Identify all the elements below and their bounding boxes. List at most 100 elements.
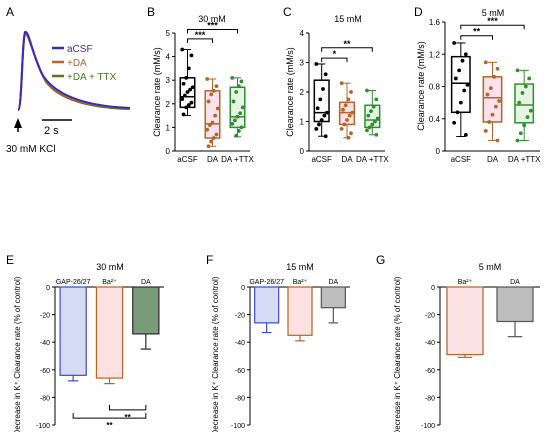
data-point: [453, 76, 458, 81]
data-point: [525, 115, 530, 120]
data-point: [206, 144, 211, 149]
data-point: [347, 113, 352, 118]
significance-label: **: [473, 27, 481, 37]
y-axis-label: Clearance rate (mM/s): [285, 47, 295, 137]
data-point: [517, 100, 522, 105]
y-tick-label: 0.4: [429, 115, 441, 124]
chart-title: 15 mM: [334, 14, 362, 24]
x-tick-label: GAP-26/27: [56, 279, 91, 286]
significance-bracket: [321, 47, 373, 52]
data-point: [238, 111, 243, 116]
data-point: [495, 138, 500, 143]
bar-1: [496, 286, 534, 323]
data-point: [314, 126, 319, 131]
y-tick-label: -20: [40, 313, 50, 320]
data-point: [495, 66, 500, 71]
y-tick-label: 0: [46, 285, 50, 292]
data-point: [458, 100, 463, 105]
x-tick-label: DA: [487, 155, 499, 164]
data-point: [236, 84, 241, 88]
panel-letter-a: A: [6, 5, 14, 19]
y-tick-label: -80: [425, 395, 435, 402]
x-tick-label: DA: [141, 279, 151, 286]
chart-b-clearance-30mm: 30 mM Clearance rate (mM/s) 0 1 2 3 4 5 aCSF DA DA…: [152, 14, 254, 164]
data-point: [323, 72, 328, 77]
bar-2: [320, 286, 346, 309]
data-point: [339, 126, 344, 131]
data-point: [235, 114, 240, 119]
data-point: [207, 123, 212, 127]
significance-bracket: [72, 413, 147, 419]
legend-label-acsf: aCSF: [67, 44, 93, 55]
x-tick-label: DA: [341, 155, 353, 164]
y-tick-label: 0: [166, 147, 171, 156]
data-point: [463, 52, 468, 57]
significance-bracket: [109, 404, 147, 411]
y-axis-label: Decrease in K⁺ Clearance rate (% of cont…: [393, 276, 402, 432]
chart-c-clearance-15mm: 15 mM Clearance rate (mM/s) 0 1 2 3 4 aCSF DA DA …: [285, 14, 389, 164]
scale-bar-label: 2 s: [44, 125, 59, 137]
chart-d-clearance-5mm: 5 mM Clearance rate (mM/s) 0 0.4 0.8 1.2 1.6 aC…: [416, 8, 541, 164]
data-point: [350, 110, 355, 115]
x-tick-label: Ba²⁺: [293, 279, 308, 286]
data-point: [210, 120, 215, 125]
significance-label: **: [125, 413, 132, 422]
panel-letter-b: B: [147, 5, 155, 19]
data-point: [188, 87, 193, 92]
data-point: [230, 121, 235, 126]
data-point: [213, 113, 218, 118]
chart-title: 5 mM: [482, 8, 505, 18]
data-point: [522, 123, 527, 128]
data-point: [492, 74, 497, 79]
y-tick-label: 1.2: [429, 50, 441, 59]
y-tick-label: -40: [235, 340, 245, 347]
y-axis-label: Decrease in K⁺ Clearance rate (% of cont…: [211, 276, 220, 432]
y-tick-label: -20: [425, 313, 435, 320]
panel-letter-f: F: [206, 253, 213, 267]
data-point: [346, 97, 351, 102]
significance-bracket: [321, 57, 348, 63]
data-point: [314, 62, 319, 66]
data-point: [189, 100, 194, 105]
y-tick-label: -80: [235, 395, 245, 402]
data-point: [236, 129, 241, 133]
data-point: [318, 97, 323, 102]
data-point: [462, 88, 467, 93]
data-point: [209, 139, 214, 144]
bar-1: [287, 286, 313, 336]
data-point: [463, 132, 468, 137]
data-point: [319, 118, 324, 122]
data-point: [520, 91, 525, 95]
data-point: [190, 85, 195, 90]
chart-e-decrease-30mm: 30 mM Decrease in K⁺ Clearance rate (% of…: [13, 262, 164, 432]
data-point: [343, 103, 348, 108]
data-point: [487, 120, 492, 124]
panel-letter-d: D: [414, 5, 423, 19]
data-point: [374, 97, 379, 102]
significance-label: **: [106, 421, 113, 430]
y-tick-label: 0: [300, 147, 305, 156]
panel-letter-e: E: [6, 253, 14, 267]
x-tick-label: DA +TTX: [508, 155, 541, 164]
y-tick-label: 1: [166, 123, 171, 132]
data-point: [181, 81, 186, 86]
data-point: [239, 125, 244, 130]
data-point: [523, 84, 528, 89]
y-tick-label: -60: [40, 368, 50, 375]
significance-label: ***: [487, 16, 498, 26]
data-point: [370, 122, 375, 127]
panel-a-stimulus: 30 mM KCl: [6, 118, 55, 155]
y-axis-label: Clearance rate (mM/s): [416, 41, 426, 131]
data-point: [205, 77, 210, 81]
box-2: [514, 83, 535, 124]
data-point: [231, 99, 236, 104]
data-point: [365, 88, 369, 93]
data-point: [374, 132, 379, 137]
y-tick-label: -100: [421, 423, 435, 430]
bar-0: [254, 286, 280, 324]
y-tick-label: -100: [36, 423, 50, 430]
significance-label: **: [343, 39, 351, 49]
data-point: [186, 66, 191, 71]
data-point: [180, 97, 185, 101]
